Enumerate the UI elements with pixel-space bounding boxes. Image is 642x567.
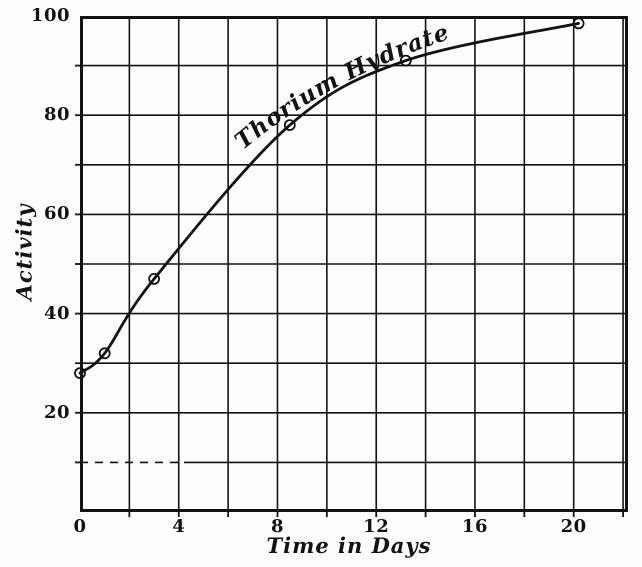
x-tick-label-8: 8 <box>270 516 284 537</box>
data-curve <box>78 22 580 375</box>
x-tick-label-4: 4 <box>172 516 186 537</box>
y-tick-label-80: 80 <box>43 104 70 126</box>
y-tick-label-20: 20 <box>43 401 70 423</box>
x-tick-label-12: 12 <box>363 516 390 537</box>
data-point-marker <box>399 54 412 67</box>
x-tick-label-20: 20 <box>560 516 587 537</box>
data-point-marker <box>74 367 86 380</box>
data-point-marker <box>98 347 111 360</box>
x-tick-label-0: 0 <box>73 516 87 537</box>
x-tick-label-16: 16 <box>461 516 488 537</box>
data-points <box>74 17 585 380</box>
data-point-marker <box>148 272 161 285</box>
grid-lines <box>80 16 628 512</box>
data-point-marker <box>572 17 585 30</box>
y-tick-label-60: 60 <box>43 203 70 225</box>
series-label-text: Thorium Hydrate <box>230 18 452 154</box>
x-axis-title: Time in Days <box>266 533 432 558</box>
axis-tick-marks <box>75 64 624 517</box>
plot-border <box>80 16 628 512</box>
data-point-marker <box>283 119 296 131</box>
y-tick-label-100: 100 <box>30 5 70 26</box>
y-tick-label-40: 40 <box>43 302 70 324</box>
series-label: Thorium Hydrate <box>230 18 453 154</box>
